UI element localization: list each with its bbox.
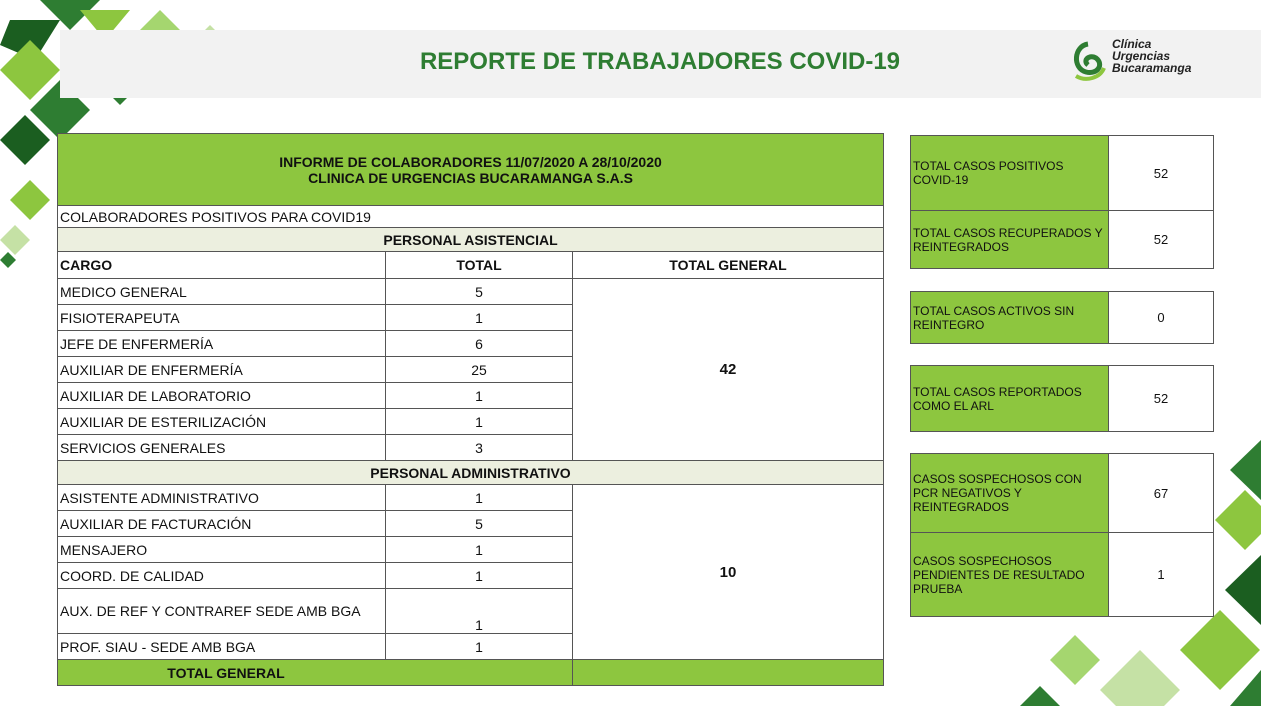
subtitle: COLABORADORES POSITIVOS PARA COVID19 [58,206,884,228]
summary-value: 52 [1109,211,1214,269]
summary-label: CASOS SOSPECHOSOS PENDIENTES DE RESULTAD… [911,533,1109,617]
cargo: JEFE DE ENFERMERÍA [58,331,386,357]
total: 5 [386,511,573,537]
footer-value: 52 [573,660,884,686]
cargo: AUXILIAR DE ENFERMERÍA [58,357,386,383]
summary-label: TOTAL CASOS POSITIVOS COVID-19 [911,136,1109,211]
heading-line: CLINICA DE URGENCIAS BUCARAMANGA S.A.S [60,170,881,186]
cargo: SERVICIOS GENERALES [58,435,386,461]
total: 5 [386,279,573,305]
cargo: AUXILIAR DE FACTURACIÓN [58,511,386,537]
group-name: PERSONAL ADMINISTRATIVO [58,461,884,485]
heading-line: INFORME DE COLABORADORES 11/07/2020 A 28… [60,154,881,170]
page: REPORTE DE TRABAJADORES COVID-19 Clínica… [0,0,1261,706]
title: REPORTE DE TRABAJADORES COVID-19 [300,48,1020,76]
logo-mark [1068,38,1108,84]
total: 1 [386,305,573,331]
subtitle-row: COLABORADORES POSITIVOS PARA COVID19 [58,206,884,228]
summary-row: CASOS SOSPECHOSOS CON PCR NEGATIVOS Y RE… [911,454,1214,533]
total: 1 [386,537,573,563]
summary-value: 52 [1109,136,1214,211]
group-total: 10 [573,485,884,660]
summary-label: CASOS SOSPECHOSOS CON PCR NEGATIVOS Y RE… [911,454,1109,533]
column-header: TOTAL GENERAL [573,252,884,279]
footer-label: TOTAL GENERAL [58,660,573,686]
cargo: AUXILIAR DE LABORATORIO [58,383,386,409]
summary-value: 0 [1109,292,1214,344]
group-name: PERSONAL ASISTENCIAL [58,228,884,252]
footer-row: TOTAL GENERAL52 [58,660,884,686]
summary-box: CASOS SOSPECHOSOS CON PCR NEGATIVOS Y RE… [910,453,1214,617]
cargo: ASISTENTE ADMINISTRATIVO [58,485,386,511]
summary-value: 67 [1109,454,1214,533]
cargo: FISIOTERAPEUTA [58,305,386,331]
cargo: PROF. SIAU - SEDE AMB BGA [58,634,386,660]
group-row: PERSONAL ADMINISTRATIVO [58,461,884,485]
workers-table: INFORME DE COLABORADORES 11/07/2020 A 28… [57,133,884,686]
cargo: AUX. DE REF Y CONTRAREF SEDE AMB BGA [58,589,386,634]
total: 1 [386,634,573,660]
heading-cell: INFORME DE COLABORADORES 11/07/2020 A 28… [58,134,884,206]
column-header: CARGO [58,252,386,279]
logo-line: Bucaramanga [1112,62,1191,74]
cargo: MENSAJERO [58,537,386,563]
summary-label: TOTAL CASOS REPORTADOS COMO EL ARL [911,366,1109,432]
total: 25 [386,357,573,383]
total: 1 [386,589,573,634]
total: 3 [386,435,573,461]
total: 1 [386,485,573,511]
summary-value: 1 [1109,533,1214,617]
summary-body: CASOS SOSPECHOSOS CON PCR NEGATIVOS Y RE… [911,454,1214,617]
summary-label: TOTAL CASOS RECUPERADOS Y REINTEGRADOS [911,211,1109,269]
cargo: MEDICO GENERAL [58,279,386,305]
total: 6 [386,331,573,357]
summary-label: TOTAL CASOS ACTIVOS SIN REINTEGRO [911,292,1109,344]
summary-row: CASOS SOSPECHOSOS PENDIENTES DE RESULTAD… [911,533,1214,617]
group-row: PERSONAL ASISTENCIAL [58,228,884,252]
group-total: 42 [573,279,884,461]
heading-row: INFORME DE COLABORADORES 11/07/2020 A 28… [58,134,884,206]
total: 1 [386,409,573,435]
total: 1 [386,383,573,409]
column-header: TOTAL [386,252,573,279]
summary-value: 52 [1109,366,1214,432]
total: 1 [386,563,573,589]
cargo: AUXILIAR DE ESTERILIZACIÓN [58,409,386,435]
cargo: COORD. DE CALIDAD [58,563,386,589]
